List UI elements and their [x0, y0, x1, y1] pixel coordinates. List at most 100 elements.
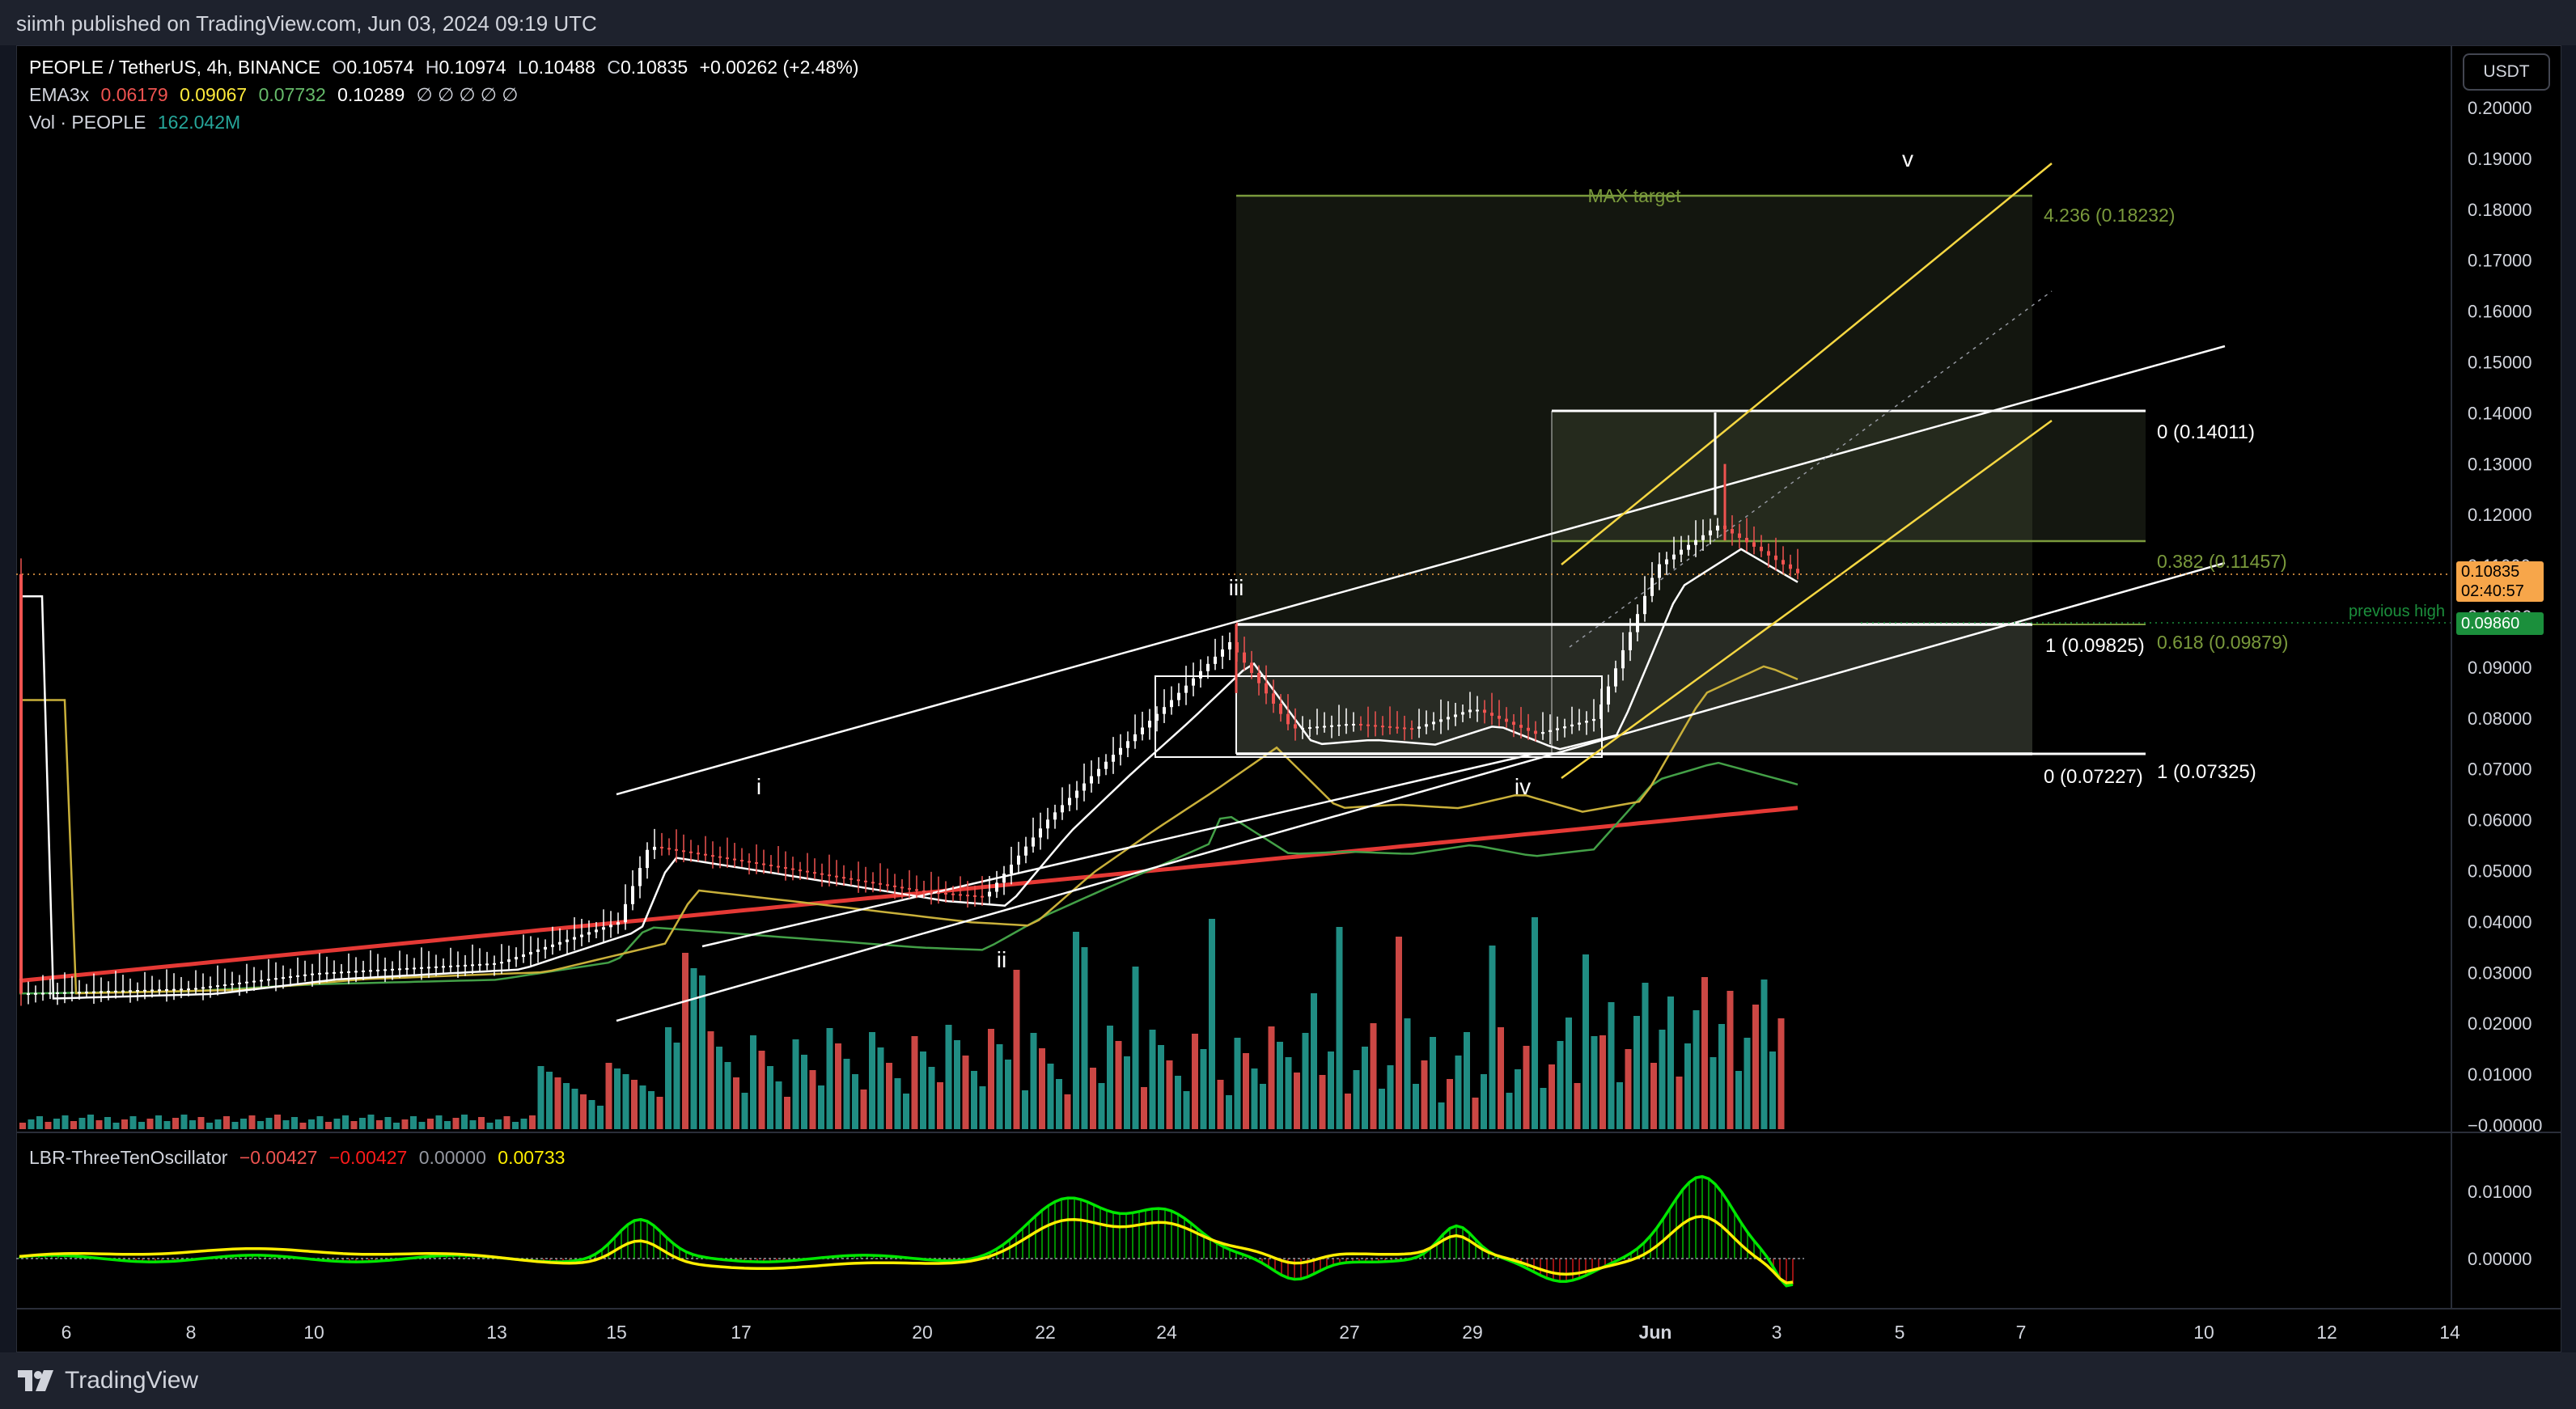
- yellow-channel-midline: [1569, 290, 2053, 648]
- volume-bar: [792, 1039, 799, 1129]
- candle-body: [1345, 724, 1348, 726]
- candle-body: [660, 846, 663, 848]
- candle-body: [1403, 727, 1406, 730]
- volume-bar: [886, 1063, 892, 1129]
- volume-bar: [920, 1051, 926, 1129]
- candle-body: [107, 991, 110, 993]
- candle-body: [1163, 707, 1166, 714]
- volume-bar: [1005, 1060, 1011, 1129]
- volume-bar: [1141, 1087, 1147, 1129]
- volume-bar: [588, 1100, 595, 1129]
- volume-bar: [299, 1123, 307, 1129]
- volume-bar: [342, 1115, 349, 1129]
- time-tick-label: 10: [2193, 1322, 2214, 1343]
- ema-legend[interactable]: EMA3x 0.06179 0.09067 0.07732 0.10289 ∅ …: [29, 84, 524, 106]
- candle-body: [1374, 725, 1377, 727]
- volume-bar: [1319, 1075, 1326, 1129]
- time-tick-label: 27: [1339, 1322, 1360, 1343]
- candle-body: [835, 875, 838, 878]
- candle-body: [1265, 683, 1268, 694]
- volume-bar: [1387, 1065, 1394, 1129]
- symbol-legend: PEOPLE / TetherUS, 4h, BINANCE O0.10574 …: [29, 57, 865, 78]
- volume-bar: [1158, 1045, 1164, 1129]
- top-bar: siimh published on TradingView.com, Jun …: [0, 0, 2576, 45]
- volume-bar: [240, 1119, 247, 1129]
- volume-bar: [1616, 1082, 1623, 1129]
- candle-body: [784, 867, 787, 870]
- volume-bar: [962, 1056, 969, 1129]
- candle-body: [1541, 731, 1544, 734]
- volume-bar: [1447, 1079, 1453, 1129]
- volume-bar: [563, 1083, 570, 1129]
- fib-4236-label: 4.236 (0.18232): [2044, 205, 2175, 226]
- volume-bar: [1591, 1036, 1598, 1129]
- candle-body: [333, 971, 336, 974]
- volume-bar: [1047, 1064, 1054, 1129]
- chart-pane[interactable]: [16, 45, 2561, 1352]
- volume-bar: [28, 1119, 35, 1129]
- candle-body: [609, 925, 612, 928]
- candle-body: [405, 967, 409, 970]
- volume-bar: [911, 1036, 918, 1129]
- volume-bar: [843, 1059, 850, 1129]
- candle-body: [442, 966, 445, 968]
- candle-body: [1767, 551, 1770, 556]
- price-tick-label: 0.14000: [2468, 403, 2532, 423]
- time-tick-label: 5: [1895, 1322, 1905, 1343]
- volume-bar: [444, 1121, 451, 1129]
- time-tick-label: 14: [2439, 1322, 2460, 1343]
- volume-bar: [180, 1115, 188, 1129]
- price-tick-label: 0.16000: [2468, 302, 2532, 322]
- candle-body: [1214, 656, 1217, 664]
- volume-bar: [418, 1122, 426, 1129]
- osc-value-1: −0.00427: [239, 1147, 318, 1168]
- candle-body: [1148, 721, 1151, 728]
- candle-body: [769, 865, 773, 867]
- volume-bar: [1608, 1002, 1615, 1129]
- volume-bar: [682, 953, 688, 1129]
- candle-body: [806, 870, 809, 873]
- volume-bar: [146, 1119, 154, 1129]
- fib-0-bottom-label: 0 (0.07227): [2044, 766, 2143, 788]
- ema-value-3: 0.07732: [258, 84, 326, 105]
- candle-body: [136, 990, 139, 992]
- volume-bar: [826, 1028, 833, 1129]
- volume-bar: [979, 1086, 986, 1129]
- candle-body: [1483, 709, 1486, 713]
- volume-bar: [503, 1116, 511, 1129]
- volume-bar: [1285, 1057, 1292, 1129]
- candle-body: [289, 976, 292, 979]
- vol-value: 162.042: [157, 112, 225, 133]
- candle-body: [871, 882, 875, 884]
- volume-bar: [1081, 947, 1088, 1129]
- price-tick-label: 0.12000: [2468, 505, 2532, 525]
- oscillator-legend[interactable]: LBR-ThreeTenOscillator −0.00427 −0.00427…: [29, 1147, 571, 1169]
- wave-v-label: v: [1902, 146, 1913, 171]
- volume-bar: [112, 1123, 120, 1129]
- candle-body: [667, 848, 671, 850]
- candle-body: [282, 977, 285, 980]
- candle-body: [1119, 747, 1122, 755]
- candle-body: [165, 988, 168, 991]
- candle-body: [930, 891, 933, 894]
- currency-button[interactable]: USDT: [2463, 53, 2550, 91]
- candle-body: [1570, 724, 1574, 727]
- volume-bar: [1540, 1088, 1547, 1129]
- candle-body: [85, 991, 88, 993]
- tradingview-logo[interactable]: TradingView: [16, 1367, 198, 1394]
- price-tick-label: 0.03000: [2468, 963, 2532, 983]
- volume-bar: [1022, 1090, 1028, 1129]
- candle-body: [616, 922, 620, 925]
- volume-bar: [452, 1118, 460, 1129]
- volume-bar: [546, 1072, 553, 1129]
- volume-legend[interactable]: Vol · PEOPLE 162.042M: [29, 112, 247, 133]
- candle-body: [1694, 539, 1697, 545]
- candle-body: [1461, 712, 1464, 715]
- volume-bar: [53, 1119, 60, 1129]
- candle-body: [857, 879, 860, 882]
- price-tick-label: 0.02000: [2468, 1013, 2532, 1034]
- volume-bar: [1777, 1018, 1785, 1129]
- symbol-name[interactable]: PEOPLE / TetherUS, 4h, BINANCE: [29, 57, 321, 78]
- candle-body: [1796, 569, 1799, 573]
